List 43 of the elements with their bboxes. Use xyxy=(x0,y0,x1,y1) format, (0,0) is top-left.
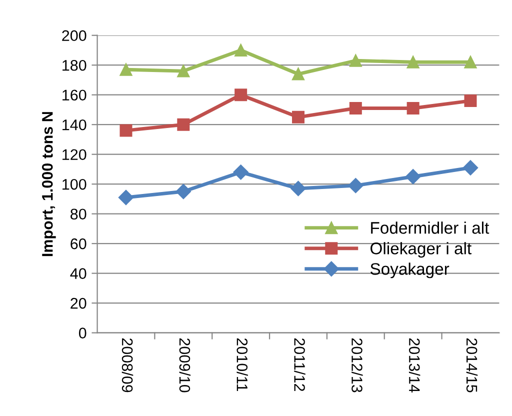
point xyxy=(120,124,132,137)
point xyxy=(349,54,362,67)
point xyxy=(462,160,478,176)
point xyxy=(176,184,191,200)
y-tick-label: 100 xyxy=(62,178,86,190)
y-tick-label: 180 xyxy=(62,60,86,71)
x-tick-label: 2012/13 xyxy=(352,338,363,392)
point xyxy=(290,180,306,196)
point xyxy=(464,94,477,108)
y-axis-title: Import, 1.000 tons N xyxy=(42,112,56,256)
legend-label: Oliekager i alt xyxy=(370,242,472,258)
y-tick-label: 40 xyxy=(70,268,86,279)
x-tick-label: 2013/14 xyxy=(408,338,420,392)
point xyxy=(464,56,477,68)
point xyxy=(292,110,304,124)
x-tick-label: 2011/12 xyxy=(294,338,306,391)
point xyxy=(118,190,134,206)
point xyxy=(234,88,248,102)
x-tick-label: 2010/11 xyxy=(236,338,248,392)
point xyxy=(120,63,132,76)
x-tick-label: 2009/10 xyxy=(179,338,191,392)
y-tick-label: 120 xyxy=(62,149,86,160)
y-tick-label: 80 xyxy=(70,208,86,220)
x-tick-label: 2008/09 xyxy=(122,338,134,392)
legend-label: Fodermidler i alt xyxy=(371,222,490,234)
legend-label: Soyakager xyxy=(370,262,450,278)
y-tick-label: 160 xyxy=(62,90,86,101)
point xyxy=(348,178,364,194)
x-tick-label: 2014/15 xyxy=(466,338,478,392)
point xyxy=(406,169,421,184)
point xyxy=(234,44,248,56)
y-tick-label: 60 xyxy=(70,238,86,250)
point xyxy=(349,102,362,114)
y-tick-label: 200 xyxy=(62,30,86,42)
point xyxy=(292,68,304,80)
point xyxy=(233,164,248,180)
point xyxy=(177,118,190,131)
y-tick-label: 0 xyxy=(78,328,86,338)
point xyxy=(406,56,420,68)
y-tick-label: 140 xyxy=(62,119,86,130)
y-tick-label: 20 xyxy=(70,298,86,309)
point xyxy=(406,102,420,114)
point xyxy=(177,64,190,78)
